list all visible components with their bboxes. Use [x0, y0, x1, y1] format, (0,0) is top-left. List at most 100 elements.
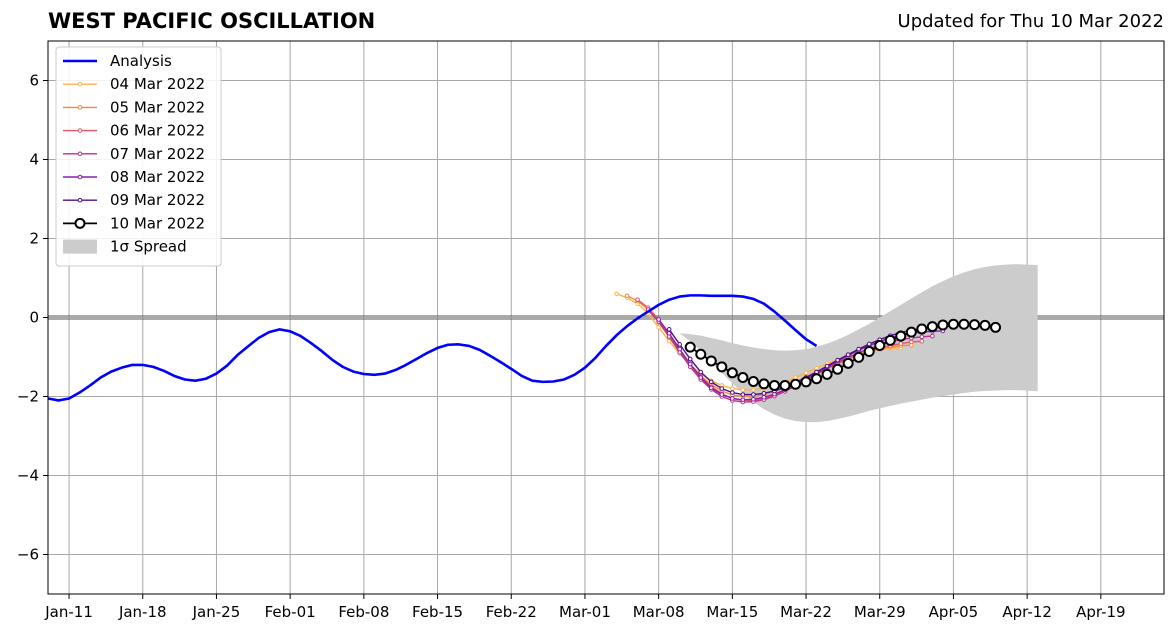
- x-axis-ticks: Jan-11 Jan-18 Jan-25 Feb-01 Feb-08 Feb-15 Feb-…: [44, 594, 1126, 621]
- legend: Analysis 04 Mar 2022 05 Mar 2022 06 Mar 202…: [55, 46, 222, 267]
- forecast-point: [740, 392, 746, 397]
- latest-forecast-point: [716, 361, 728, 373]
- legend-label: 10 Mar 2022: [110, 214, 205, 232]
- y-tick-label: −6: [17, 546, 39, 564]
- x-tick-label: Jan-25: [192, 603, 241, 621]
- latest-forecast-point: [821, 368, 833, 380]
- forecast-point: [666, 327, 672, 332]
- forecast-point: [856, 346, 861, 352]
- x-tick-label: Feb-08: [338, 603, 389, 621]
- legend-swatch-marker: [77, 81, 83, 87]
- legend-label: 09 Mar 2022: [110, 191, 205, 209]
- forecast-point: [719, 392, 725, 397]
- forecast-point: [698, 375, 704, 380]
- latest-forecast-point: [853, 351, 865, 363]
- forecast-point: [845, 352, 851, 357]
- legend-box: [55, 46, 222, 267]
- legend-swatch-marker: [77, 197, 83, 203]
- legend-label: 04 Mar 2022: [110, 75, 205, 93]
- x-tick-label: Jan-18: [118, 603, 167, 621]
- x-tick-label: Mar-15: [706, 603, 758, 621]
- x-tick-label: Feb-22: [486, 603, 537, 621]
- latest-forecast-point: [705, 355, 717, 367]
- latest-forecast-point: [832, 363, 844, 375]
- latest-forecast-point: [758, 378, 770, 390]
- forecast-point: [919, 338, 925, 344]
- latest-forecast-point: [811, 373, 823, 385]
- latest-forecast-point: [916, 323, 928, 335]
- legend-label: Analysis: [110, 52, 172, 70]
- latest-forecast-point: [979, 319, 991, 331]
- series-group: [48, 291, 1002, 405]
- legend-swatch-marker: [74, 217, 86, 229]
- chart-subtitle: Updated for Thu 10 Mar 2022: [897, 11, 1164, 32]
- latest-forecast-point: [947, 318, 959, 330]
- forecast-point: [677, 346, 682, 352]
- forecast-point: [656, 325, 661, 330]
- legend-label: 06 Mar 2022: [110, 122, 205, 140]
- latest-forecast-point: [990, 321, 1002, 333]
- x-tick-label: Feb-01: [265, 603, 316, 621]
- forecast-point: [866, 341, 872, 347]
- forecast-point: [687, 361, 693, 367]
- forecast-point: [624, 293, 630, 299]
- legend-swatch-marker: [77, 105, 83, 110]
- latest-forecast-point: [905, 326, 917, 338]
- legend-swatch-marker: [77, 174, 83, 180]
- legend-label: 1σ Spread: [110, 238, 187, 256]
- forecast-point: [708, 379, 714, 385]
- forecast-point: [698, 369, 704, 375]
- forecast-point: [730, 390, 735, 395]
- latest-forecast-point: [800, 376, 812, 388]
- forecast-point: [751, 392, 756, 397]
- forecast-point: [803, 370, 809, 376]
- y-axis-ticks: −6 −4 −2 0 2 4 6: [17, 72, 48, 564]
- y-tick-label: −2: [17, 388, 39, 406]
- y-tick-label: 6: [29, 72, 39, 90]
- forecast-point: [635, 297, 640, 303]
- latest-forecast-point: [779, 379, 791, 391]
- y-tick-label: 2: [29, 230, 39, 248]
- legend-swatch-spread: [63, 239, 97, 254]
- latest-forecast-point: [958, 318, 970, 330]
- x-tick-label: Mar-08: [633, 603, 685, 621]
- forecast-point: [751, 387, 756, 393]
- forecast-point: [740, 397, 746, 402]
- forecast-point: [835, 357, 840, 363]
- latest-forecast-point: [695, 348, 707, 360]
- y-tick-label: 4: [29, 151, 39, 169]
- latest-forecast-point: [726, 367, 738, 379]
- latest-forecast-point: [737, 372, 749, 384]
- legend-label: 05 Mar 2022: [110, 98, 205, 116]
- forecast-point: [761, 391, 767, 396]
- legend-label: 07 Mar 2022: [110, 145, 205, 163]
- forecast-point: [614, 291, 619, 297]
- latest-forecast-point: [863, 345, 875, 357]
- x-tick-label: Apr-19: [1076, 603, 1126, 621]
- forecast-point: [677, 342, 682, 347]
- latest-forecast-point: [684, 341, 696, 353]
- legend-swatch-marker: [77, 128, 83, 133]
- latest-forecast-point: [968, 319, 980, 331]
- y-tick-label: −4: [17, 467, 39, 485]
- forecast-point: [919, 334, 925, 340]
- y-tick-label: 0: [29, 309, 39, 327]
- latest-forecast-point: [768, 379, 780, 391]
- x-tick-label: Feb-15: [412, 603, 463, 621]
- x-tick-label: Mar-01: [559, 603, 611, 621]
- latest-forecast-point: [895, 330, 907, 342]
- forecast-point: [751, 396, 756, 402]
- forecast-point: [708, 385, 714, 391]
- forecast-point: [930, 333, 935, 339]
- legend-swatch-marker: [77, 151, 83, 157]
- x-tick-label: Apr-12: [1002, 603, 1052, 621]
- latest-forecast-point: [937, 319, 949, 331]
- forecast-point: [740, 387, 746, 393]
- latest-forecast-point: [842, 357, 854, 369]
- forecast-point: [898, 341, 904, 346]
- x-tick-label: Jan-11: [44, 603, 93, 621]
- forecast-point: [719, 386, 725, 391]
- x-tick-label: Mar-29: [854, 603, 906, 621]
- forecast-point: [730, 396, 735, 401]
